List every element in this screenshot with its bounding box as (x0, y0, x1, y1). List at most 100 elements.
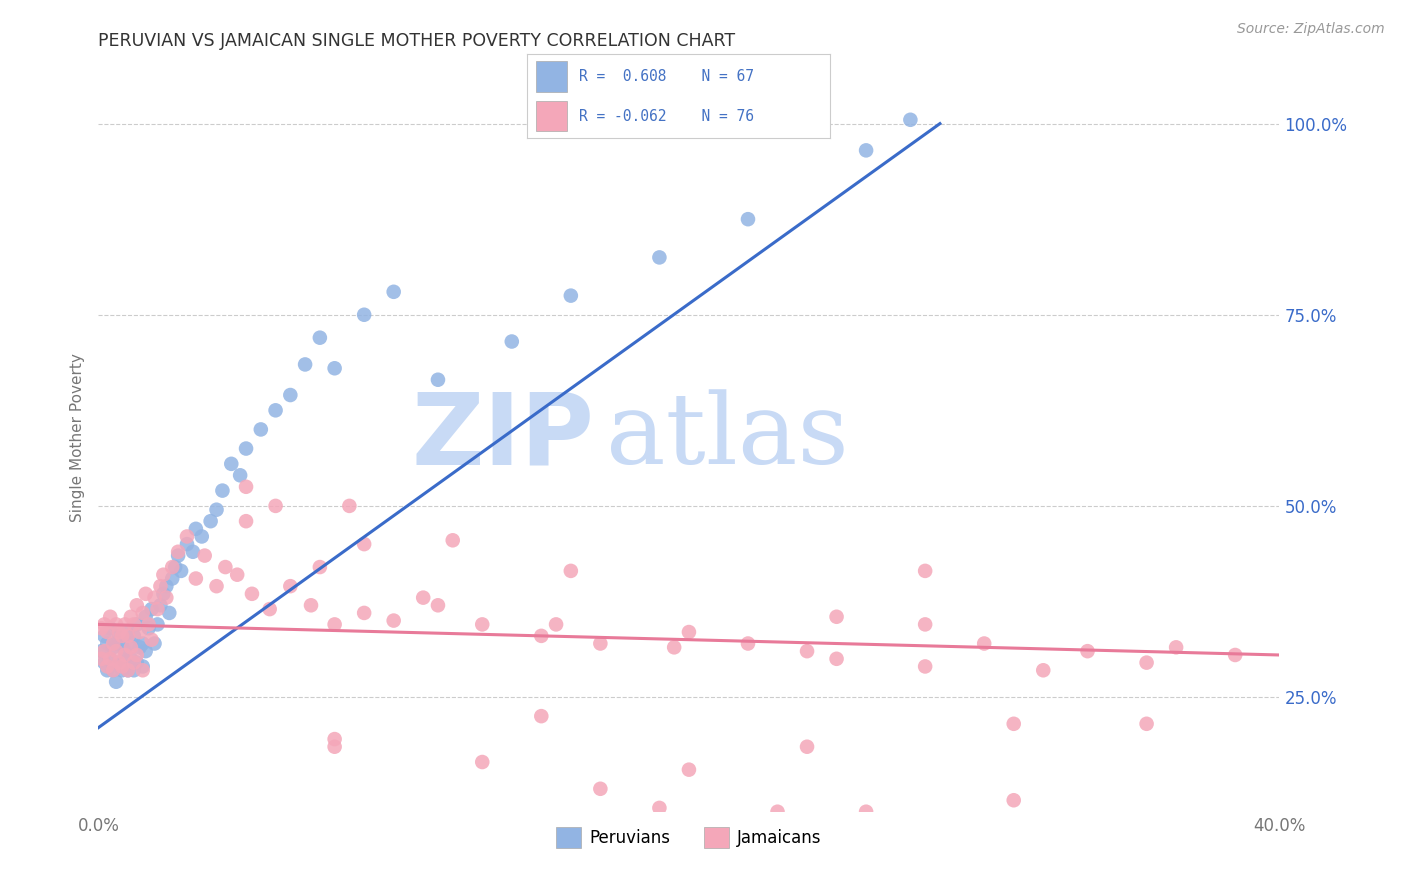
Point (98, 609, 121, 624)
Text: R = -0.062    N = 76: R = -0.062 N = 76 (579, 109, 754, 124)
Point (117, 629, 139, 643)
Point (132, 606, 155, 620)
Point (165, 560, 187, 574)
Point (141, 602, 163, 616)
Point (855, 144, 877, 158)
Point (105, 674, 128, 689)
Point (132, 663, 155, 677)
Point (111, 663, 134, 677)
Point (120, 652, 142, 666)
Point (128, 625, 150, 640)
Point (111, 629, 134, 643)
Point (382, 614, 405, 628)
Point (796, 644, 818, 658)
Point (93, 656, 115, 670)
Point (155, 591, 177, 605)
Point (1166, 640, 1188, 655)
Point (1002, 793, 1025, 807)
Point (184, 522, 207, 536)
Point (678, 763, 700, 777)
Point (135, 609, 157, 624)
Point (235, 480, 257, 494)
Y-axis label: Single Mother Poverty: Single Mother Poverty (69, 352, 84, 522)
Point (125, 656, 148, 670)
Point (157, 606, 180, 620)
Point (1002, 716, 1025, 731)
Point (914, 659, 936, 673)
Point (114, 652, 136, 666)
Point (1136, 716, 1159, 731)
Point (143, 591, 166, 605)
Point (796, 739, 818, 754)
Point (194, 549, 217, 563)
Point (132, 659, 155, 673)
Point (280, 579, 302, 593)
Point (737, 636, 759, 650)
Point (90, 652, 112, 666)
Point (546, 617, 568, 632)
Point (1225, 648, 1247, 662)
Point (205, 502, 228, 516)
Point (648, 801, 671, 815)
Bar (536, 62, 567, 92)
Point (560, 288, 582, 302)
Point (98, 621, 121, 635)
Point (152, 587, 174, 601)
Point (122, 629, 145, 643)
Point (103, 663, 125, 677)
Point (120, 609, 142, 624)
Point (1077, 644, 1099, 658)
Point (162, 560, 183, 574)
Point (90, 621, 112, 635)
Point (176, 537, 198, 551)
Point (138, 621, 160, 635)
Point (117, 625, 139, 640)
Point (108, 656, 131, 670)
Point (122, 656, 145, 670)
Point (93, 617, 115, 632)
Point (235, 514, 257, 528)
Point (114, 644, 136, 658)
Point (125, 648, 148, 662)
Point (900, 112, 922, 127)
Point (353, 606, 375, 620)
Point (825, 609, 848, 624)
Point (412, 591, 434, 605)
Point (93, 644, 115, 658)
Point (128, 640, 150, 655)
Point (120, 636, 142, 650)
Point (855, 805, 877, 819)
Point (973, 636, 995, 650)
Point (155, 579, 177, 593)
Point (309, 331, 332, 345)
Point (105, 636, 128, 650)
Point (191, 529, 214, 543)
Point (135, 587, 157, 601)
Text: PERUVIAN VS JAMAICAN SINGLE MOTHER POVERTY CORRELATION CHART: PERUVIAN VS JAMAICAN SINGLE MOTHER POVER… (98, 32, 735, 50)
Point (530, 709, 553, 723)
Point (294, 358, 316, 372)
Point (149, 579, 172, 593)
Point (1032, 663, 1054, 677)
Point (250, 422, 273, 436)
Point (135, 644, 157, 658)
Point (530, 629, 553, 643)
Point (264, 403, 287, 417)
Point (103, 640, 125, 655)
Point (353, 537, 375, 551)
Point (501, 334, 523, 349)
Point (323, 732, 346, 747)
Point (105, 644, 128, 658)
Text: ZIP: ZIP (412, 389, 595, 485)
Point (149, 599, 172, 613)
Point (323, 617, 346, 632)
Point (339, 499, 361, 513)
Point (117, 663, 139, 677)
Point (96, 663, 118, 677)
Point (205, 579, 228, 593)
Point (221, 457, 243, 471)
Point (323, 361, 346, 376)
Point (678, 625, 700, 640)
Point (235, 442, 257, 456)
Point (914, 617, 936, 632)
